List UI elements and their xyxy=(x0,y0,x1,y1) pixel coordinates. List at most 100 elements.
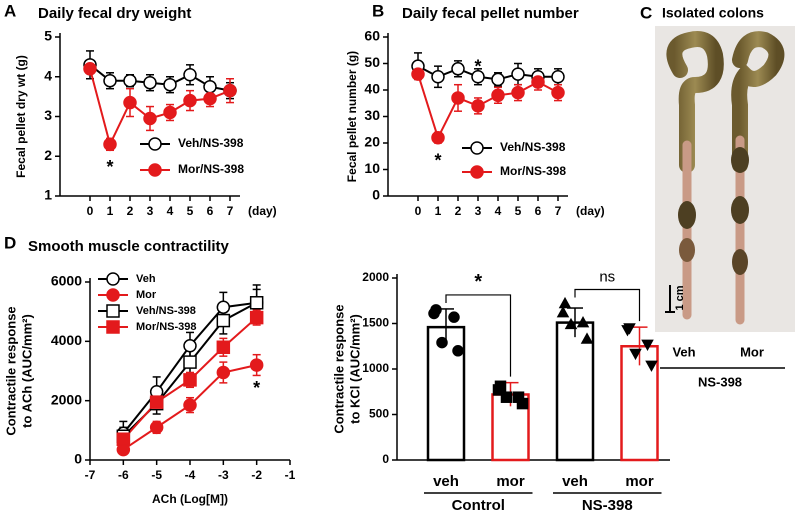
legend-label: Mor/NS-398 xyxy=(136,321,197,333)
marker xyxy=(203,79,217,94)
significance-label: ns xyxy=(599,268,615,285)
photo-panel: 1 cm C Isolated colons Veh Mor NS-398 xyxy=(640,3,795,389)
legend-label: Mor xyxy=(136,289,157,301)
annotation: * xyxy=(474,57,481,77)
pellet xyxy=(732,249,748,275)
legend-label: Veh/NS-398 xyxy=(178,136,244,150)
y-tick-label: 50 xyxy=(364,54,380,70)
x-tick-label: -4 xyxy=(185,468,196,482)
y-axis-label: to ACh (AUC/mm²) xyxy=(19,314,34,428)
photo-title: Isolated colons xyxy=(662,5,764,21)
x-tick-label: -2 xyxy=(251,468,262,482)
marker xyxy=(641,339,654,351)
marker xyxy=(564,317,578,330)
marker xyxy=(216,313,231,328)
marker xyxy=(106,272,120,286)
chart-title: Daily fecal dry weight xyxy=(38,5,191,22)
marker xyxy=(103,137,117,152)
marker xyxy=(203,91,217,106)
marker xyxy=(471,99,485,113)
marker xyxy=(551,85,565,100)
x-tick-label: 3 xyxy=(475,204,482,218)
annotation: * xyxy=(106,157,113,177)
x-axis-label: (day) xyxy=(248,204,277,218)
x-axis-label: (day) xyxy=(576,204,605,218)
pellet xyxy=(678,201,696,229)
marker xyxy=(451,91,465,105)
marker xyxy=(492,384,505,396)
marker xyxy=(491,88,505,103)
group-label: Control xyxy=(452,497,505,514)
y-tick-label: 60 xyxy=(364,28,380,44)
marker xyxy=(428,307,440,320)
marker xyxy=(516,397,529,410)
bar xyxy=(555,321,595,462)
y-tick-label: 6000 xyxy=(51,273,82,289)
x-tick-label: 2 xyxy=(455,204,462,218)
y-tick-label: 10 xyxy=(364,160,380,176)
legend-label: Veh/NS-398 xyxy=(136,305,196,317)
legend-label: Veh/NS-398 xyxy=(500,140,566,154)
marker xyxy=(551,70,565,84)
y-tick-label: 2000 xyxy=(51,391,82,407)
marker xyxy=(629,348,642,361)
pellet xyxy=(731,196,749,224)
marker xyxy=(448,311,460,323)
x-tick-label: -6 xyxy=(118,468,129,482)
x-tick-label: -3 xyxy=(218,468,229,482)
photo-label: Mor xyxy=(740,344,764,359)
marker xyxy=(183,355,197,369)
marker xyxy=(143,111,157,126)
x-tick-label: -7 xyxy=(85,468,96,482)
marker xyxy=(116,432,131,446)
x-tick-label: 2 xyxy=(127,204,134,218)
y-tick-label: 1500 xyxy=(362,316,389,330)
y-tick-label: 5 xyxy=(44,28,52,44)
marker xyxy=(470,141,484,155)
marker xyxy=(511,85,525,100)
y-tick-label: 4 xyxy=(44,67,52,83)
marker xyxy=(471,70,485,84)
y-axis-label: Contractile response xyxy=(331,304,346,433)
marker xyxy=(576,316,590,328)
x-tick-label: -1 xyxy=(285,468,296,482)
y-tick-label: 30 xyxy=(364,107,380,123)
marker xyxy=(531,75,545,89)
y-tick-label: 0 xyxy=(74,451,82,467)
marker xyxy=(106,288,120,302)
legend-label: Mor/NS-398 xyxy=(500,164,566,178)
x-tick-label: 4 xyxy=(167,204,174,218)
y-tick-label: 40 xyxy=(364,81,380,97)
panel-letter: D xyxy=(4,233,16,252)
y-axis-label: to KCl (AUC/mm²) xyxy=(347,314,362,424)
x-tick-label: 5 xyxy=(187,204,194,218)
y-tick-label: 2 xyxy=(44,147,52,163)
y-tick-label: 3 xyxy=(44,107,52,123)
x-tick-label: 6 xyxy=(207,204,214,218)
marker xyxy=(148,163,162,177)
marker xyxy=(149,395,164,409)
marker xyxy=(216,300,231,314)
marker xyxy=(183,339,197,353)
x-tick-label: 6 xyxy=(535,204,542,218)
chart-title: Smooth muscle contractility xyxy=(28,238,230,255)
marker xyxy=(451,62,465,76)
y-tick-label: 1000 xyxy=(362,361,389,375)
colon-veh xyxy=(666,31,724,173)
marker xyxy=(431,70,445,84)
y-tick-label: 500 xyxy=(369,407,389,421)
panel-letter: B xyxy=(372,1,384,20)
legend-label: Veh xyxy=(136,273,156,285)
panel-letter: A xyxy=(4,1,16,20)
marker xyxy=(452,345,464,357)
marker xyxy=(183,68,197,82)
marker xyxy=(491,72,505,87)
y-axis-label: Contractile response xyxy=(3,306,18,435)
chart-title: Daily fecal pellet number xyxy=(402,5,579,22)
annotation: * xyxy=(253,378,260,398)
marker xyxy=(163,77,177,92)
marker xyxy=(249,310,264,325)
marker xyxy=(148,137,162,151)
colon-mor xyxy=(731,31,785,173)
